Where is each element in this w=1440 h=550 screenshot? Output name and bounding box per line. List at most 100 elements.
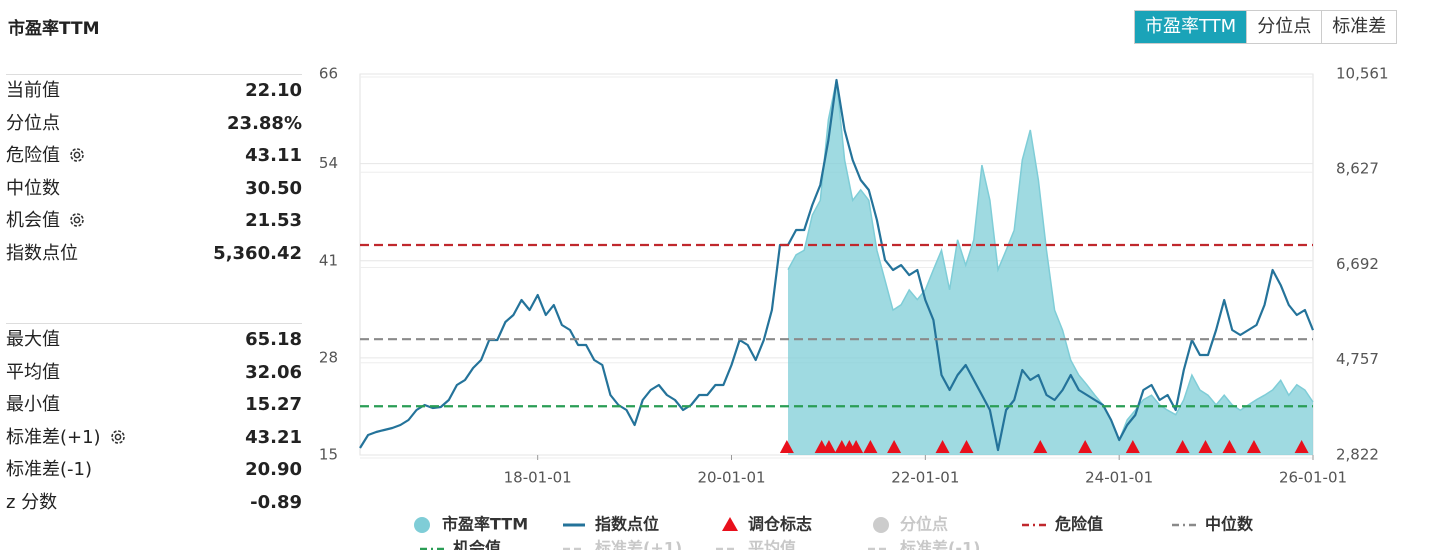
stat-label-text: 中位数 <box>6 177 60 199</box>
tab[interactable]: 分位点 <box>1246 11 1321 43</box>
stat-row: 指数点位 5,360.42 <box>6 238 302 271</box>
y2-tick-label: 10,561 <box>1336 65 1389 83</box>
stat-row: 中位数 30.50 <box>6 173 302 206</box>
stat-label-text: 当前值 <box>6 80 60 101</box>
tab[interactable]: 市盈率TTM <box>1135 11 1247 43</box>
stat-value: 32.06 <box>245 361 302 383</box>
stat-label-text: 机会值 <box>6 210 60 231</box>
rebalance-marker <box>959 440 974 453</box>
stat-value: 5,360.42 <box>213 242 302 264</box>
stat-value: 21.53 <box>245 210 302 231</box>
stat-label-text: z 分数 <box>6 491 58 513</box>
stat-label: 平均值 <box>6 357 60 390</box>
stat-label-text: 危险值 <box>6 145 60 166</box>
stat-row: 最小值 15.27 <box>6 389 302 422</box>
stat-label: 最大值 <box>6 324 60 357</box>
rebalance-marker <box>863 440 878 453</box>
stat-value: 22.10 <box>245 80 302 101</box>
stat-label: 中位数 <box>6 173 60 206</box>
area-fill <box>788 80 1313 455</box>
stat-label-text: 指数点位 <box>6 242 78 264</box>
stat-row: 当前值 22.10 <box>6 75 302 108</box>
rebalance-marker <box>935 440 950 453</box>
rebalance-marker <box>1294 440 1309 453</box>
y2-tick-label: 4,757 <box>1336 350 1379 368</box>
stat-label: 标准差(-1) <box>6 454 92 487</box>
stat-label: 当前值 <box>6 75 60 108</box>
legend-label[interactable]: 市盈率TTM <box>442 515 528 534</box>
stat-value: 65.18 <box>245 329 302 350</box>
legend-swatch <box>722 517 738 531</box>
y2-tick-label: 8,627 <box>1336 160 1379 178</box>
stat-value: 43.21 <box>245 426 302 448</box>
rebalance-marker <box>1033 440 1048 453</box>
y-tick-label: 15 <box>319 446 338 464</box>
legend-label[interactable]: 危险值 <box>1055 515 1103 534</box>
stat-label: 最小值 <box>6 389 60 422</box>
area-line <box>787 79 1314 443</box>
x-tick-label: 20-01-01 <box>697 469 765 487</box>
index-line <box>359 78 1315 452</box>
stat-label-text: 平均值 <box>6 361 60 383</box>
y-tick-label: 41 <box>319 251 338 269</box>
stat-row: 分位点 23.88% <box>6 108 302 141</box>
rebalance-marker <box>1125 440 1140 453</box>
stat-label-text: 标准差(-1) <box>6 459 92 480</box>
stats-group: 最大值 65.18 平均值 32.06 最小值 15.27 标准差(+1) 43.21 标准差(… <box>6 323 302 519</box>
stats-group: 当前值 22.10 分位点 23.88% 危险值 43.11 中位数 30.50 机会值 21.5… <box>6 74 302 270</box>
x-tick-label: 22-01-01 <box>891 469 959 487</box>
stat-label-text: 分位点 <box>6 112 60 134</box>
rebalance-marker <box>849 440 864 453</box>
stat-value: 15.27 <box>245 394 302 415</box>
rebalance-marker <box>821 440 836 453</box>
y2-tick-label: 6,692 <box>1336 255 1379 273</box>
stat-row: 危险值 43.11 <box>6 140 302 173</box>
legend-label[interactable]: 机会值 <box>453 539 501 550</box>
stat-row: 标准差(-1) 20.90 <box>6 454 302 487</box>
legend-label[interactable]: 平均值 <box>748 539 796 550</box>
stat-value: -0.89 <box>250 491 302 513</box>
panel-title: 市盈率TTM <box>8 19 100 39</box>
y-tick-label: 54 <box>319 154 338 172</box>
x-tick-label: 18-01-01 <box>504 469 572 487</box>
rebalance-marker <box>1198 440 1213 453</box>
settings-icon[interactable] <box>68 146 86 164</box>
stat-label: z 分数 <box>6 487 57 520</box>
legend-label[interactable]: 指数点位 <box>595 515 659 534</box>
stat-value: 43.11 <box>245 145 302 166</box>
legend-label[interactable]: 标准差(+1) <box>594 539 682 550</box>
stat-label: 指数点位 <box>6 238 78 271</box>
tab[interactable]: 标准差 <box>1321 11 1396 43</box>
x-tick-label: 26-01-01 <box>1279 469 1347 487</box>
legend-label[interactable]: 标准差(-1) <box>899 539 980 550</box>
rebalance-marker <box>1175 440 1190 453</box>
legend-swatch <box>873 517 889 533</box>
stat-label: 分位点 <box>6 108 60 141</box>
tab-bar: 市盈率TTM 分位点 标准差 <box>1134 10 1398 44</box>
settings-icon[interactable] <box>68 211 86 229</box>
rebalance-marker <box>1222 440 1237 453</box>
stat-label-text: 最大值 <box>6 329 60 350</box>
rebalance-marker <box>887 440 902 453</box>
stat-label-text: 最小值 <box>6 394 60 415</box>
stat-value: 30.50 <box>245 177 302 199</box>
stat-label-text: 标准差(+1) <box>6 426 101 448</box>
legend-label[interactable]: 分位点 <box>900 515 948 534</box>
rebalance-marker <box>779 440 794 453</box>
stat-label: 危险值 <box>6 140 86 173</box>
x-tick-label: 24-01-01 <box>1085 469 1153 487</box>
legend-label[interactable]: 中位数 <box>1205 515 1254 534</box>
stat-label: 标准差(+1) <box>6 422 127 455</box>
stat-row: 平均值 32.06 <box>6 357 302 390</box>
settings-icon[interactable] <box>109 428 127 446</box>
legend-swatch <box>414 517 430 533</box>
stat-label: 机会值 <box>6 205 86 238</box>
y-tick-label: 66 <box>319 65 338 83</box>
rebalance-marker <box>1078 440 1093 453</box>
y2-tick-label: 2,822 <box>1336 446 1379 464</box>
stat-row: z 分数 -0.89 <box>6 487 302 520</box>
rebalance-marker <box>1246 440 1261 453</box>
legend-label[interactable]: 调仓标志 <box>748 515 812 534</box>
stat-row: 机会值 21.53 <box>6 205 302 238</box>
